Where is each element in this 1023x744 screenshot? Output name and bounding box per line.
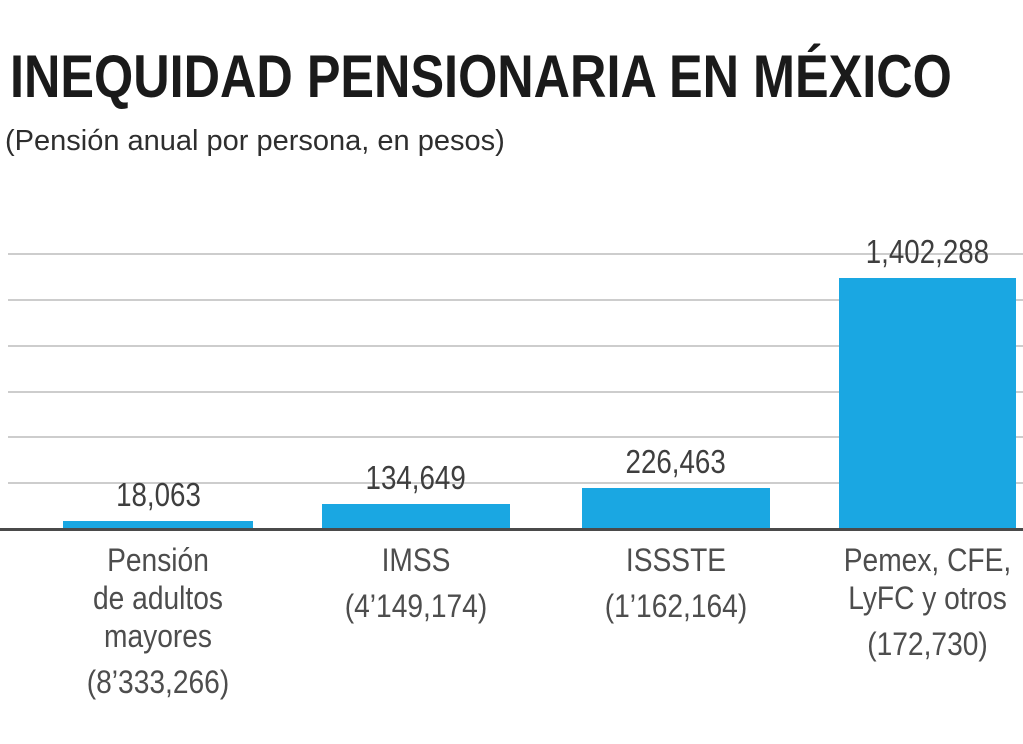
category-sublabel: (1’162,164) bbox=[604, 588, 748, 624]
category-sublabel: (8’333,266) bbox=[86, 664, 230, 700]
chart-title: INEQUIDAD PENSIONARIA EN MÉXICO bbox=[10, 43, 952, 110]
gridline bbox=[8, 391, 1023, 393]
category-label-issste: ISSSTE (1’162,164) bbox=[552, 541, 800, 625]
category-sublabel: (4’149,174) bbox=[344, 588, 488, 624]
category-name-line: ISSSTE bbox=[625, 542, 727, 578]
value-label-imss: 134,649 bbox=[292, 459, 540, 496]
chart-subtitle: (Pensión anual por persona, en pesos) bbox=[5, 125, 505, 157]
category-name-line: mayores bbox=[104, 618, 212, 654]
category-label-content: Pemex, CFE, LyFC y otros (172,730) bbox=[823, 541, 1023, 663]
category-name-line: Pensión bbox=[107, 542, 209, 578]
category-label-pension-adultos-mayores: Pensión de adultos mayores (8’333,266) bbox=[33, 541, 283, 701]
gridline bbox=[8, 436, 1023, 438]
category-name-line: de adultos bbox=[93, 580, 223, 616]
value-label-text: 226,463 bbox=[625, 443, 727, 480]
gridline bbox=[8, 482, 1023, 484]
bar-issste bbox=[582, 488, 770, 528]
category-label-content: Pensión de adultos mayores (8’333,266) bbox=[48, 541, 268, 701]
category-name-line: LyFC y otros bbox=[848, 580, 1007, 616]
category-sublabel: (172,730) bbox=[867, 626, 988, 662]
value-label-text: 18,063 bbox=[115, 476, 201, 513]
category-label-content: ISSSTE (1’162,164) bbox=[567, 541, 785, 625]
value-label-pension-adultos-mayores: 18,063 bbox=[33, 476, 283, 513]
category-name-line: Pemex, CFE, bbox=[843, 542, 1012, 578]
category-name-line: IMSS bbox=[381, 542, 451, 578]
value-label-text: 134,649 bbox=[365, 459, 467, 496]
gridline bbox=[8, 299, 1023, 301]
category-label-content: IMSS (4’149,174) bbox=[307, 541, 525, 625]
value-label-text: 1,402,288 bbox=[865, 233, 990, 270]
bar-pension-adultos-mayores bbox=[63, 521, 253, 528]
bar-imss bbox=[322, 504, 510, 528]
x-axis-line bbox=[0, 528, 1023, 531]
gridline bbox=[8, 345, 1023, 347]
value-label-issste: 226,463 bbox=[552, 443, 800, 480]
gridline bbox=[8, 253, 1023, 255]
bar-pemex-cfe-lyfc-otros bbox=[839, 278, 1016, 528]
category-label-pemex-cfe-lyfc-otros: Pemex, CFE, LyFC y otros (172,730) bbox=[809, 541, 1023, 663]
value-label-pemex-cfe-lyfc-otros: 1,402,288 bbox=[809, 233, 1023, 270]
category-label-imss: IMSS (4’149,174) bbox=[292, 541, 540, 625]
